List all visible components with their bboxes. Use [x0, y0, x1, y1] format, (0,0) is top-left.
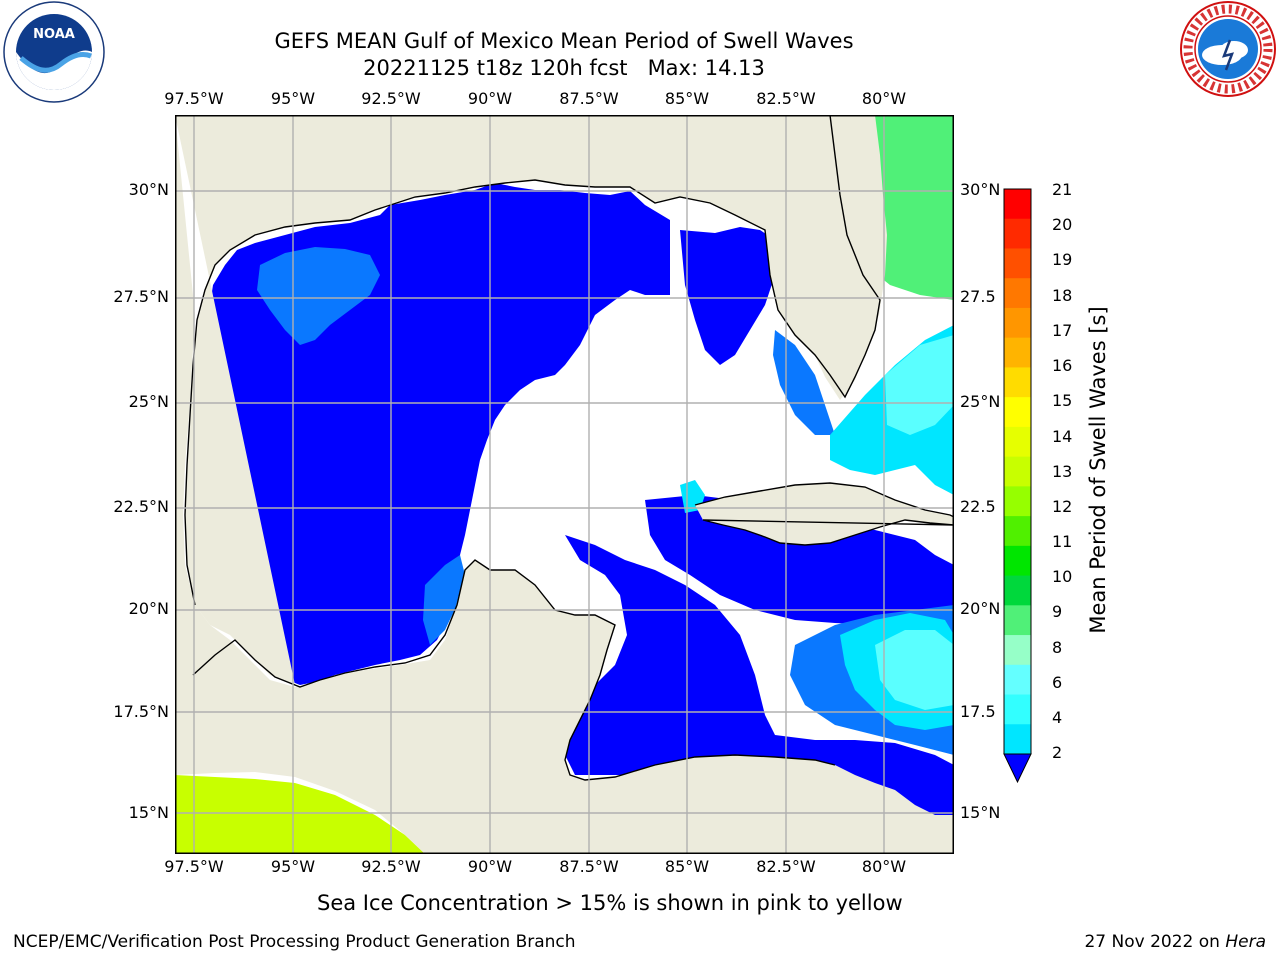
lat-label: 25°N	[960, 392, 1001, 411]
colorbar-tick: 18	[1052, 286, 1073, 305]
lat-label: 27.5°N	[113, 287, 169, 306]
lat-label: 27.5	[960, 287, 996, 306]
colorbar-tick: 6	[1052, 673, 1063, 692]
lon-label: 80°W	[861, 89, 907, 108]
lon-label: 95°W	[270, 89, 316, 108]
colorbar-tick: 13	[1052, 462, 1073, 481]
lat-label: 20°N	[128, 599, 169, 618]
footer-date-text: 27 Nov 2022 on	[1084, 932, 1226, 952]
lon-label: 90°W	[467, 857, 513, 876]
colorbar-tick: 20	[1052, 215, 1073, 234]
colorbar	[1003, 188, 1032, 784]
chart-title-line1: GEFS MEAN Gulf of Mexico Mean Period of …	[274, 29, 854, 53]
colorbar-band	[1004, 724, 1031, 755]
lon-label: 95°W	[270, 857, 316, 876]
colorbar-band	[1004, 278, 1031, 309]
swell-period-map	[175, 115, 954, 854]
footer-host: Hera	[1225, 932, 1266, 952]
swell-8-9s-field	[875, 335, 954, 710]
lat-label: 17.5°N	[113, 702, 169, 721]
lat-label: 25°N	[128, 392, 169, 411]
colorbar-tick: 16	[1052, 356, 1073, 375]
land-masses	[175, 115, 954, 854]
lon-label: 90°W	[467, 89, 513, 108]
lat-label: 30°N	[960, 180, 1001, 199]
colorbar-band	[1004, 248, 1031, 279]
noaa-logo: NOAA	[3, 1, 105, 103]
lat-label: 22.5	[960, 497, 996, 516]
lat-label: 15°N	[128, 803, 169, 822]
lon-label: 85°W	[664, 857, 710, 876]
colorbar-tick: 9	[1052, 602, 1063, 621]
colorbar-band	[1004, 545, 1031, 577]
colorbar-extend-triangle	[1003, 753, 1032, 784]
footer-credit: NCEP/EMC/Verification Post Processing Pr…	[13, 932, 576, 952]
lat-label: 30°N	[128, 180, 169, 199]
colorbar-band	[1004, 456, 1031, 487]
graticule	[175, 115, 954, 854]
lon-label: 92.5°W	[361, 857, 421, 876]
chart-title-line2: 20221125 t18z 120h fcst Max: 14.13	[363, 56, 765, 80]
lon-label: 97.5°W	[164, 857, 224, 876]
colorbar-band	[1004, 635, 1031, 666]
colorbar-band	[1004, 307, 1031, 339]
colorbar-band	[1004, 218, 1031, 249]
colorbar-bands	[1004, 189, 1031, 755]
colorbar-band	[1004, 337, 1031, 368]
colorbar-band	[1004, 516, 1031, 547]
colorbar-tick: 14	[1052, 427, 1073, 446]
lon-label: 92.5°W	[361, 89, 421, 108]
lat-label: 15°N	[960, 803, 1001, 822]
lat-label: 20°N	[960, 599, 1001, 618]
colorbar-band	[1004, 367, 1031, 398]
sea-ice-note: Sea Ice Concentration > 15% is shown in …	[317, 891, 903, 915]
lon-label: 82.5°W	[756, 857, 816, 876]
footer-date: 27 Nov 2022 on Hera	[1084, 932, 1266, 952]
colorbar-tick: 15	[1052, 391, 1073, 410]
colorbar-label: Mean Period of Swell Waves [s]	[1086, 306, 1110, 634]
lon-label: 82.5°W	[756, 89, 816, 108]
colorbar-band	[1004, 575, 1031, 606]
colorbar-tick: 19	[1052, 250, 1073, 269]
colorbar-tick: 12	[1052, 497, 1073, 516]
map-frame	[175, 115, 954, 854]
colorbar-band	[1004, 426, 1031, 458]
lat-label: 22.5°N	[113, 497, 169, 516]
colorbar-band	[1004, 605, 1031, 636]
colorbar-tick: 17	[1052, 321, 1073, 340]
colorbar-band	[1004, 189, 1031, 220]
colorbar-tick: 2	[1052, 743, 1063, 762]
colorbar-band	[1004, 694, 1031, 725]
colorbar-band	[1004, 486, 1031, 517]
colorbar-tick: 21	[1052, 180, 1073, 199]
swell-12-13s-field	[175, 775, 425, 854]
colorbar-tick: 10	[1052, 567, 1073, 586]
lon-label: 87.5°W	[559, 857, 619, 876]
nws-logo	[1180, 1, 1276, 97]
lon-label: 97.5°W	[164, 89, 224, 108]
colorbar-tick: 4	[1052, 708, 1063, 727]
lon-label: 85°W	[664, 89, 710, 108]
lon-label: 80°W	[861, 857, 907, 876]
colorbar-band	[1004, 664, 1031, 696]
colorbar-tick: 11	[1052, 532, 1073, 551]
noaa-logo-text: NOAA	[33, 27, 75, 42]
colorbar-band	[1004, 397, 1031, 428]
lat-label: 17.5	[960, 702, 996, 721]
colorbar-tick: 8	[1052, 638, 1063, 657]
lon-label: 87.5°W	[559, 89, 619, 108]
